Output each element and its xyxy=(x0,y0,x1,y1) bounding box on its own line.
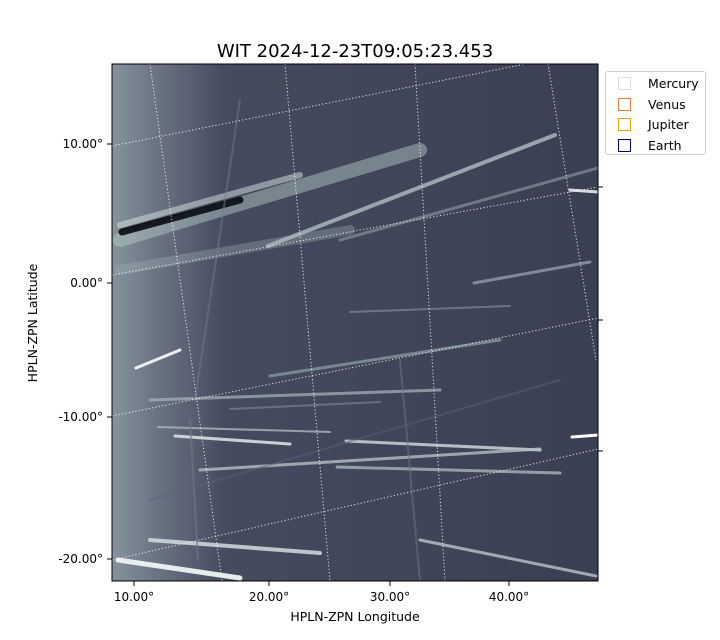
legend-swatch-jupiter xyxy=(618,117,631,131)
streak xyxy=(118,196,244,236)
legend-item-earth: Earth xyxy=(618,137,682,153)
streak xyxy=(115,557,243,581)
grid-line xyxy=(112,317,598,417)
chart-title: WIT 2024-12-23T09:05:23.453 xyxy=(217,41,493,62)
grid-line xyxy=(547,64,597,361)
streak xyxy=(148,388,442,402)
streak xyxy=(117,172,303,228)
legend-item-venus: Venus xyxy=(618,96,686,112)
streak xyxy=(115,225,355,275)
streak xyxy=(189,419,199,561)
x-axis-label: HPLN-ZPN Longitude xyxy=(290,609,420,624)
grid-line xyxy=(414,64,446,581)
right-edge-ticks xyxy=(598,186,603,452)
y-tick-label: -10.00° xyxy=(58,410,103,424)
y-axis-label: HPLN-ZPN Latitude xyxy=(25,263,40,382)
legend-swatch-venus xyxy=(618,97,631,111)
grid-line xyxy=(112,186,598,276)
streak xyxy=(148,538,322,555)
streak xyxy=(570,433,598,439)
y-tick-label: 0.00° xyxy=(70,276,103,290)
streak xyxy=(266,133,557,248)
legend-label-mercury: Mercury xyxy=(648,75,699,91)
legend: Mercury Venus Jupiter Earth xyxy=(605,71,706,155)
plot-area xyxy=(112,64,598,581)
grid-line xyxy=(284,64,331,581)
streak xyxy=(268,338,502,378)
x-tick-label: 30.00° xyxy=(370,590,410,604)
streak-layer xyxy=(113,99,598,581)
y-tick-label: 10.00° xyxy=(63,137,103,151)
legend-item-mercury: Mercury xyxy=(618,75,699,91)
streak xyxy=(173,434,292,446)
streak xyxy=(198,447,542,472)
legend-swatch-earth xyxy=(618,138,631,152)
x-tick-label: 20.00° xyxy=(249,590,289,604)
streak xyxy=(194,99,241,401)
coordinate-grid xyxy=(112,64,598,581)
streak xyxy=(418,538,598,578)
y-axis-ticks: 10.00° 0.00° -10.00° -20.00° xyxy=(58,137,112,566)
legend-label-earth: Earth xyxy=(648,137,682,153)
legend-label-venus: Venus xyxy=(648,96,686,112)
legend-label-jupiter: Jupiter xyxy=(648,116,689,132)
streak xyxy=(113,143,427,247)
streak xyxy=(338,166,598,242)
streak xyxy=(229,401,381,410)
legend-swatch-mercury xyxy=(618,76,631,90)
x-axis-ticks: 10.00° 20.00° 30.00° 40.00° xyxy=(114,581,529,604)
streak xyxy=(335,465,562,475)
x-tick-label: 10.00° xyxy=(114,590,154,604)
plot-frame xyxy=(111,63,599,582)
streak xyxy=(568,188,598,194)
streak xyxy=(399,359,421,581)
y-tick-label: -20.00° xyxy=(58,552,103,566)
grid-line xyxy=(112,448,598,561)
streak xyxy=(157,426,331,433)
streak xyxy=(349,305,511,313)
legend-item-jupiter: Jupiter xyxy=(618,116,689,132)
x-tick-label: 40.00° xyxy=(489,590,529,604)
left-edge-glow xyxy=(112,64,222,581)
streak xyxy=(134,348,182,370)
streak xyxy=(344,439,542,452)
grid-line xyxy=(112,64,526,147)
streak xyxy=(149,379,561,501)
streak xyxy=(472,260,592,285)
